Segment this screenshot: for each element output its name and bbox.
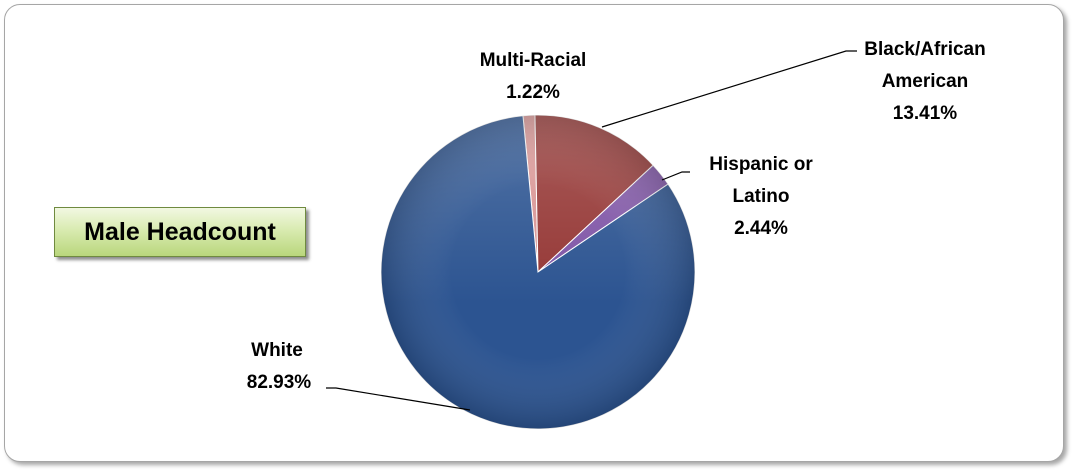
label-white-name: White <box>251 340 303 361</box>
label-black-name-line2: American <box>882 71 969 92</box>
pie-gloss <box>381 115 695 429</box>
leader-lines <box>326 50 857 411</box>
label-black-name-line1: Black/African <box>864 39 985 60</box>
chart-title-box: Male Headcount <box>54 207 306 257</box>
label-hispanic-name-line1: Hispanic or <box>709 154 813 175</box>
label-hispanic-value: 2.44% <box>734 218 788 239</box>
chart-title: Male Headcount <box>84 217 276 246</box>
label-hispanic-name-line2: Latino <box>733 186 790 207</box>
leader-line-black <box>601 50 857 128</box>
label-multi-racial-value: 1.22% <box>506 82 560 103</box>
label-multi-racial-name: Multi-Racial <box>480 50 587 71</box>
label-white-value: 82.93% <box>247 372 312 393</box>
leader-line-hispanic <box>661 171 690 181</box>
leader-line-white <box>326 387 471 411</box>
label-black-value: 13.41% <box>893 103 958 124</box>
